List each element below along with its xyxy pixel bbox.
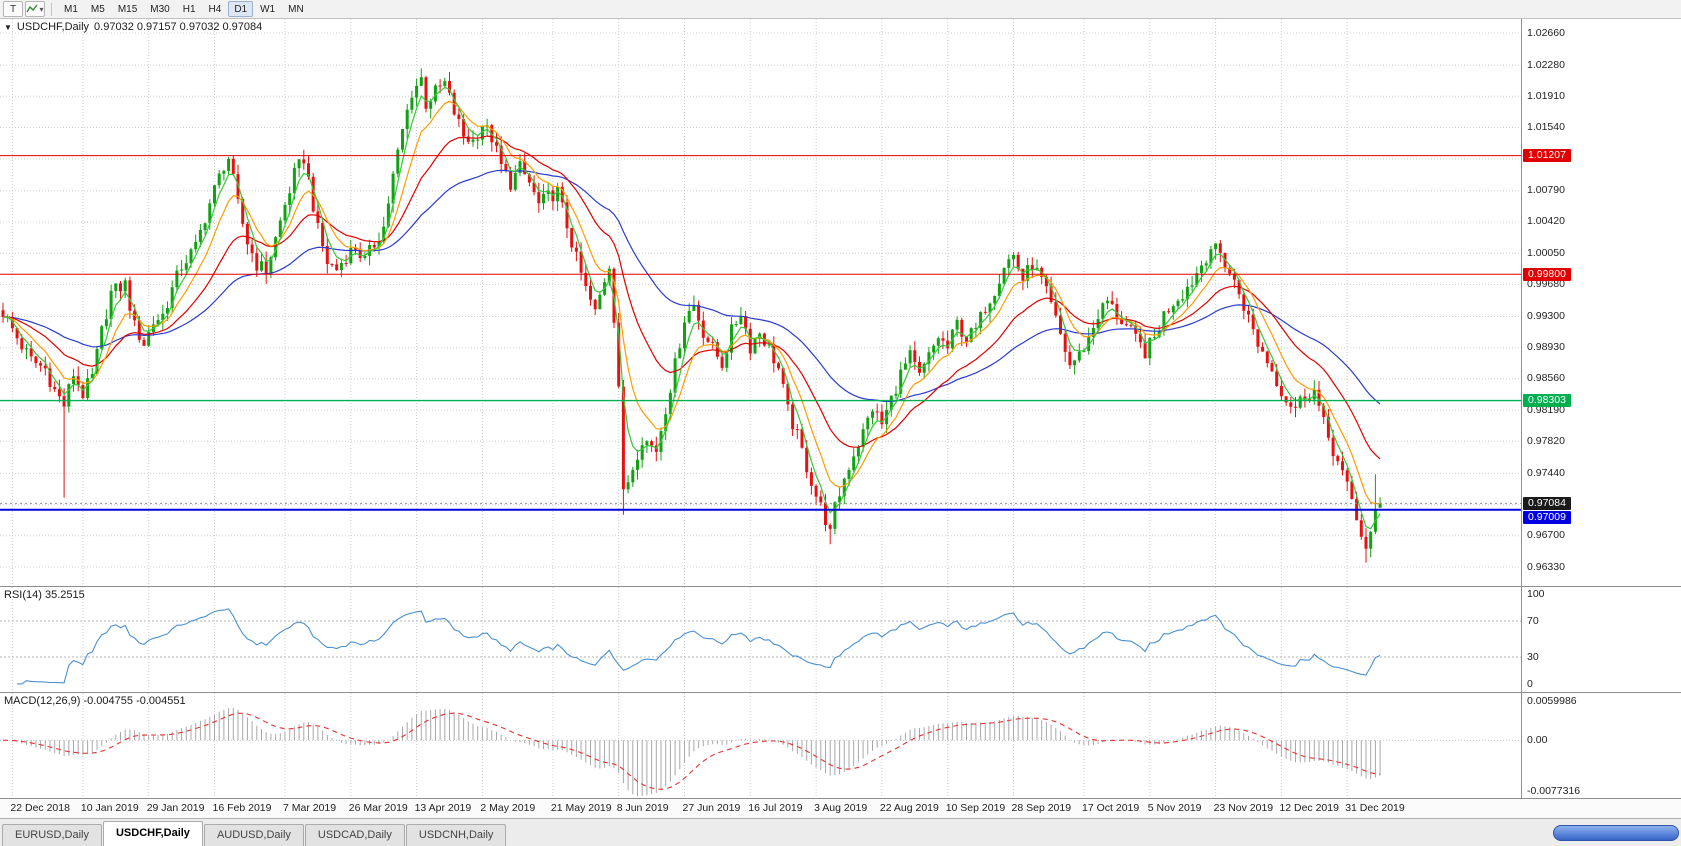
toolbar: T ▾ M1 M5 M15 M30 H1 H4 D1 W1 MN	[0, 0, 1681, 19]
timeframe-button-group: M1 M5 M15 M30 H1 H4 D1 W1 MN	[58, 1, 310, 17]
date-label: 22 Aug 2019	[879, 802, 939, 814]
date-label: 5 Nov 2019	[1147, 802, 1202, 814]
price-tick-label: 0.99300	[1527, 309, 1565, 322]
price-tick-label: 1.01910	[1527, 89, 1565, 102]
date-gridlines	[11, 587, 1348, 692]
date-label: 16 Jul 2019	[748, 802, 803, 814]
macd-histogram	[11, 707, 1381, 797]
main-chart-panel[interactable]: ▼ USDCHF,Daily 0.97032 0.97157 0.97032 0…	[0, 19, 1681, 586]
timeframe-button-h1[interactable]: H1	[177, 1, 202, 17]
price-tick-label: 0.98930	[1527, 341, 1565, 354]
timeframe-button-mn[interactable]: MN	[282, 1, 310, 17]
date-label: 17 Oct 2019	[1082, 802, 1140, 814]
date-label: 8 Jun 2019	[616, 802, 669, 814]
panel-splitter[interactable]	[0, 692, 1681, 693]
rsi-indicator-panel[interactable]: RSI(14) 35.2515 100 70 30 0	[0, 587, 1681, 692]
rsi-axis-label: 100	[1527, 587, 1545, 600]
indicator-dropdown-button[interactable]: ▾	[25, 1, 45, 17]
price-line-badge: 0.97009	[1523, 510, 1571, 524]
text-tool-button[interactable]: T	[3, 1, 23, 17]
date-label: 22 Dec 2018	[10, 802, 70, 814]
moving-average-line-4	[3, 86, 1381, 530]
price-tick-label: 1.02280	[1527, 58, 1565, 71]
date-label: 10 Sep 2019	[945, 802, 1006, 814]
rsi-axis-label: 30	[1527, 650, 1539, 663]
date-axis[interactable]: 22 Dec 2018 10 Jan 2019 29 Jan 2019 16 Feb …	[0, 798, 1681, 818]
rsi-canvas	[0, 587, 1522, 692]
price-tick-label: 0.96700	[1527, 529, 1565, 542]
collapse-icon[interactable]: ▼	[4, 22, 12, 32]
date-label: 13 Apr 2019	[414, 802, 472, 814]
date-label: 3 Aug 2019	[814, 802, 868, 814]
timeframe-button-m1[interactable]: M1	[58, 1, 84, 17]
price-line-badge: 0.97084	[1523, 496, 1571, 510]
toolbar-separator	[51, 2, 52, 16]
date-label: 26 Mar 2019	[348, 802, 408, 814]
chart-ohlc-values: 0.97032 0.97157 0.97032 0.97084	[94, 21, 263, 33]
price-tick-label: 0.97820	[1527, 434, 1565, 447]
price-tick-label: 1.01540	[1527, 120, 1565, 133]
timeframe-button-h4[interactable]: H4	[203, 1, 228, 17]
date-label: 2 May 2019	[480, 802, 536, 814]
zigzag-icon	[26, 4, 39, 13]
chart-tab-bar: EURUSD,Daily USDCHF,Daily AUDUSD,Daily USDC…	[0, 818, 1681, 846]
date-label: 10 Jan 2019	[80, 802, 139, 814]
price-tick-label: 0.98560	[1527, 372, 1565, 385]
price-tick-label: 0.99680	[1527, 277, 1565, 290]
chart-symbol-period: USDCHF,Daily	[16, 21, 90, 33]
macd-axis-label: 0.0059986	[1527, 694, 1577, 707]
date-label: 12 Dec 2019	[1279, 802, 1339, 814]
rsi-line	[17, 608, 1381, 685]
horizontal-scrollbar-thumb[interactable]	[1553, 825, 1679, 841]
chart-tab-audusd[interactable]: AUDUSD,Daily	[203, 824, 304, 846]
chart-tab-eurusd[interactable]: EURUSD,Daily	[2, 824, 102, 846]
rsi-label: RSI(14) 35.2515	[4, 589, 85, 601]
price-tick-label: 1.00790	[1527, 184, 1565, 197]
price-line-badge: 1.01207	[1523, 149, 1571, 163]
main-chart-canvas	[0, 19, 1522, 586]
rsi-axis-label: 0	[1527, 677, 1533, 690]
date-label: 16 Feb 2019	[212, 802, 272, 814]
timeframe-button-d1[interactable]: D1	[228, 1, 254, 17]
date-label: 27 Jun 2019	[682, 802, 741, 814]
date-label: 7 Mar 2019	[283, 802, 337, 814]
timeframe-button-m5[interactable]: M5	[85, 1, 111, 17]
macd-canvas	[0, 693, 1522, 798]
date-label: 31 Dec 2019	[1345, 802, 1405, 814]
timeframe-button-w1[interactable]: W1	[254, 1, 281, 17]
chart-tab-usdcad[interactable]: USDCAD,Daily	[304, 824, 405, 846]
macd-axis-label: -0.0077316	[1527, 784, 1581, 797]
price-tick-label: 1.00050	[1527, 246, 1565, 259]
chart-title: ▼ USDCHF,Daily 0.97032 0.97157 0.97032 0…	[4, 21, 262, 33]
panel-splitter[interactable]	[0, 586, 1681, 587]
price-line-badge: 0.99800	[1523, 267, 1571, 281]
text-tool-icon: T	[9, 3, 17, 15]
moving-average-line-50	[3, 169, 1381, 405]
macd-label: MACD(12,26,9) -0.004755 -0.004551	[4, 695, 186, 707]
price-line-badge: 0.98303	[1523, 394, 1571, 408]
date-label: 29 Jan 2019	[146, 802, 205, 814]
rsi-axis-label: 70	[1527, 614, 1539, 627]
dropdown-caret-icon: ▾	[39, 4, 44, 14]
price-tick-label: 1.00420	[1527, 215, 1565, 228]
date-label: 28 Sep 2019	[1011, 802, 1072, 814]
price-tick-label: 0.96330	[1527, 560, 1565, 573]
moving-average-line-22	[3, 135, 1381, 460]
chart-tab-usdcnh[interactable]: USDCNH,Daily	[405, 824, 507, 846]
timeframe-button-m30[interactable]: M30	[144, 1, 175, 17]
price-gridlines	[0, 32, 1521, 568]
price-tick-label: 0.97440	[1527, 466, 1565, 479]
date-label: 21 May 2019	[550, 802, 612, 814]
macd-axis-label: 0.00	[1527, 733, 1548, 746]
date-label: 23 Nov 2019	[1213, 802, 1274, 814]
macd-signal-line	[3, 712, 1381, 790]
chart-tab-usdchf[interactable]: USDCHF,Daily	[102, 821, 203, 846]
macd-indicator-panel[interactable]: MACD(12,26,9) -0.004755 -0.004551 0.0059…	[0, 693, 1681, 798]
moving-average-line-9	[3, 100, 1381, 505]
date-gridlines	[11, 19, 1348, 586]
timeframe-button-m15[interactable]: M15	[112, 1, 143, 17]
price-tick-label: 1.02660	[1527, 26, 1565, 39]
